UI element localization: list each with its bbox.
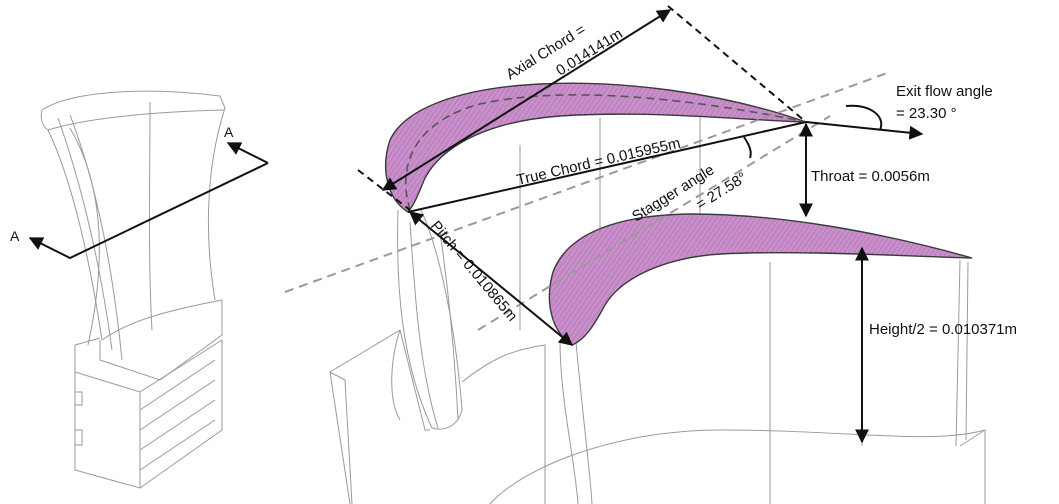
exit-flow-angle-label-line1: Exit flow angle — [896, 83, 993, 100]
axial-chord-extension-leading — [357, 169, 411, 211]
single-blade-view — [40, 90, 226, 489]
axial-chord-extension-trailing — [667, 5, 807, 123]
stagger-angle-arc — [743, 136, 752, 159]
section-line-a-a — [28, 142, 269, 260]
throat-label: Throat = 0.0056m — [811, 168, 930, 185]
exit-flow-angle-arc — [845, 104, 883, 131]
true-chord-line — [407, 121, 807, 213]
axial-chord-arrow — [381, 9, 672, 191]
pitch-arrow — [408, 211, 574, 346]
true-chord-label: True Chord = 0.015955m — [515, 135, 682, 189]
height-label: Height/2 = 0.010371m — [869, 321, 1017, 338]
exit-flow-angle-label-line2: = 23.30 ° — [896, 105, 957, 122]
section-marker-top: A — [224, 124, 234, 140]
section-marker-left: A — [10, 228, 20, 244]
exit-flow-arrow — [805, 121, 924, 140]
